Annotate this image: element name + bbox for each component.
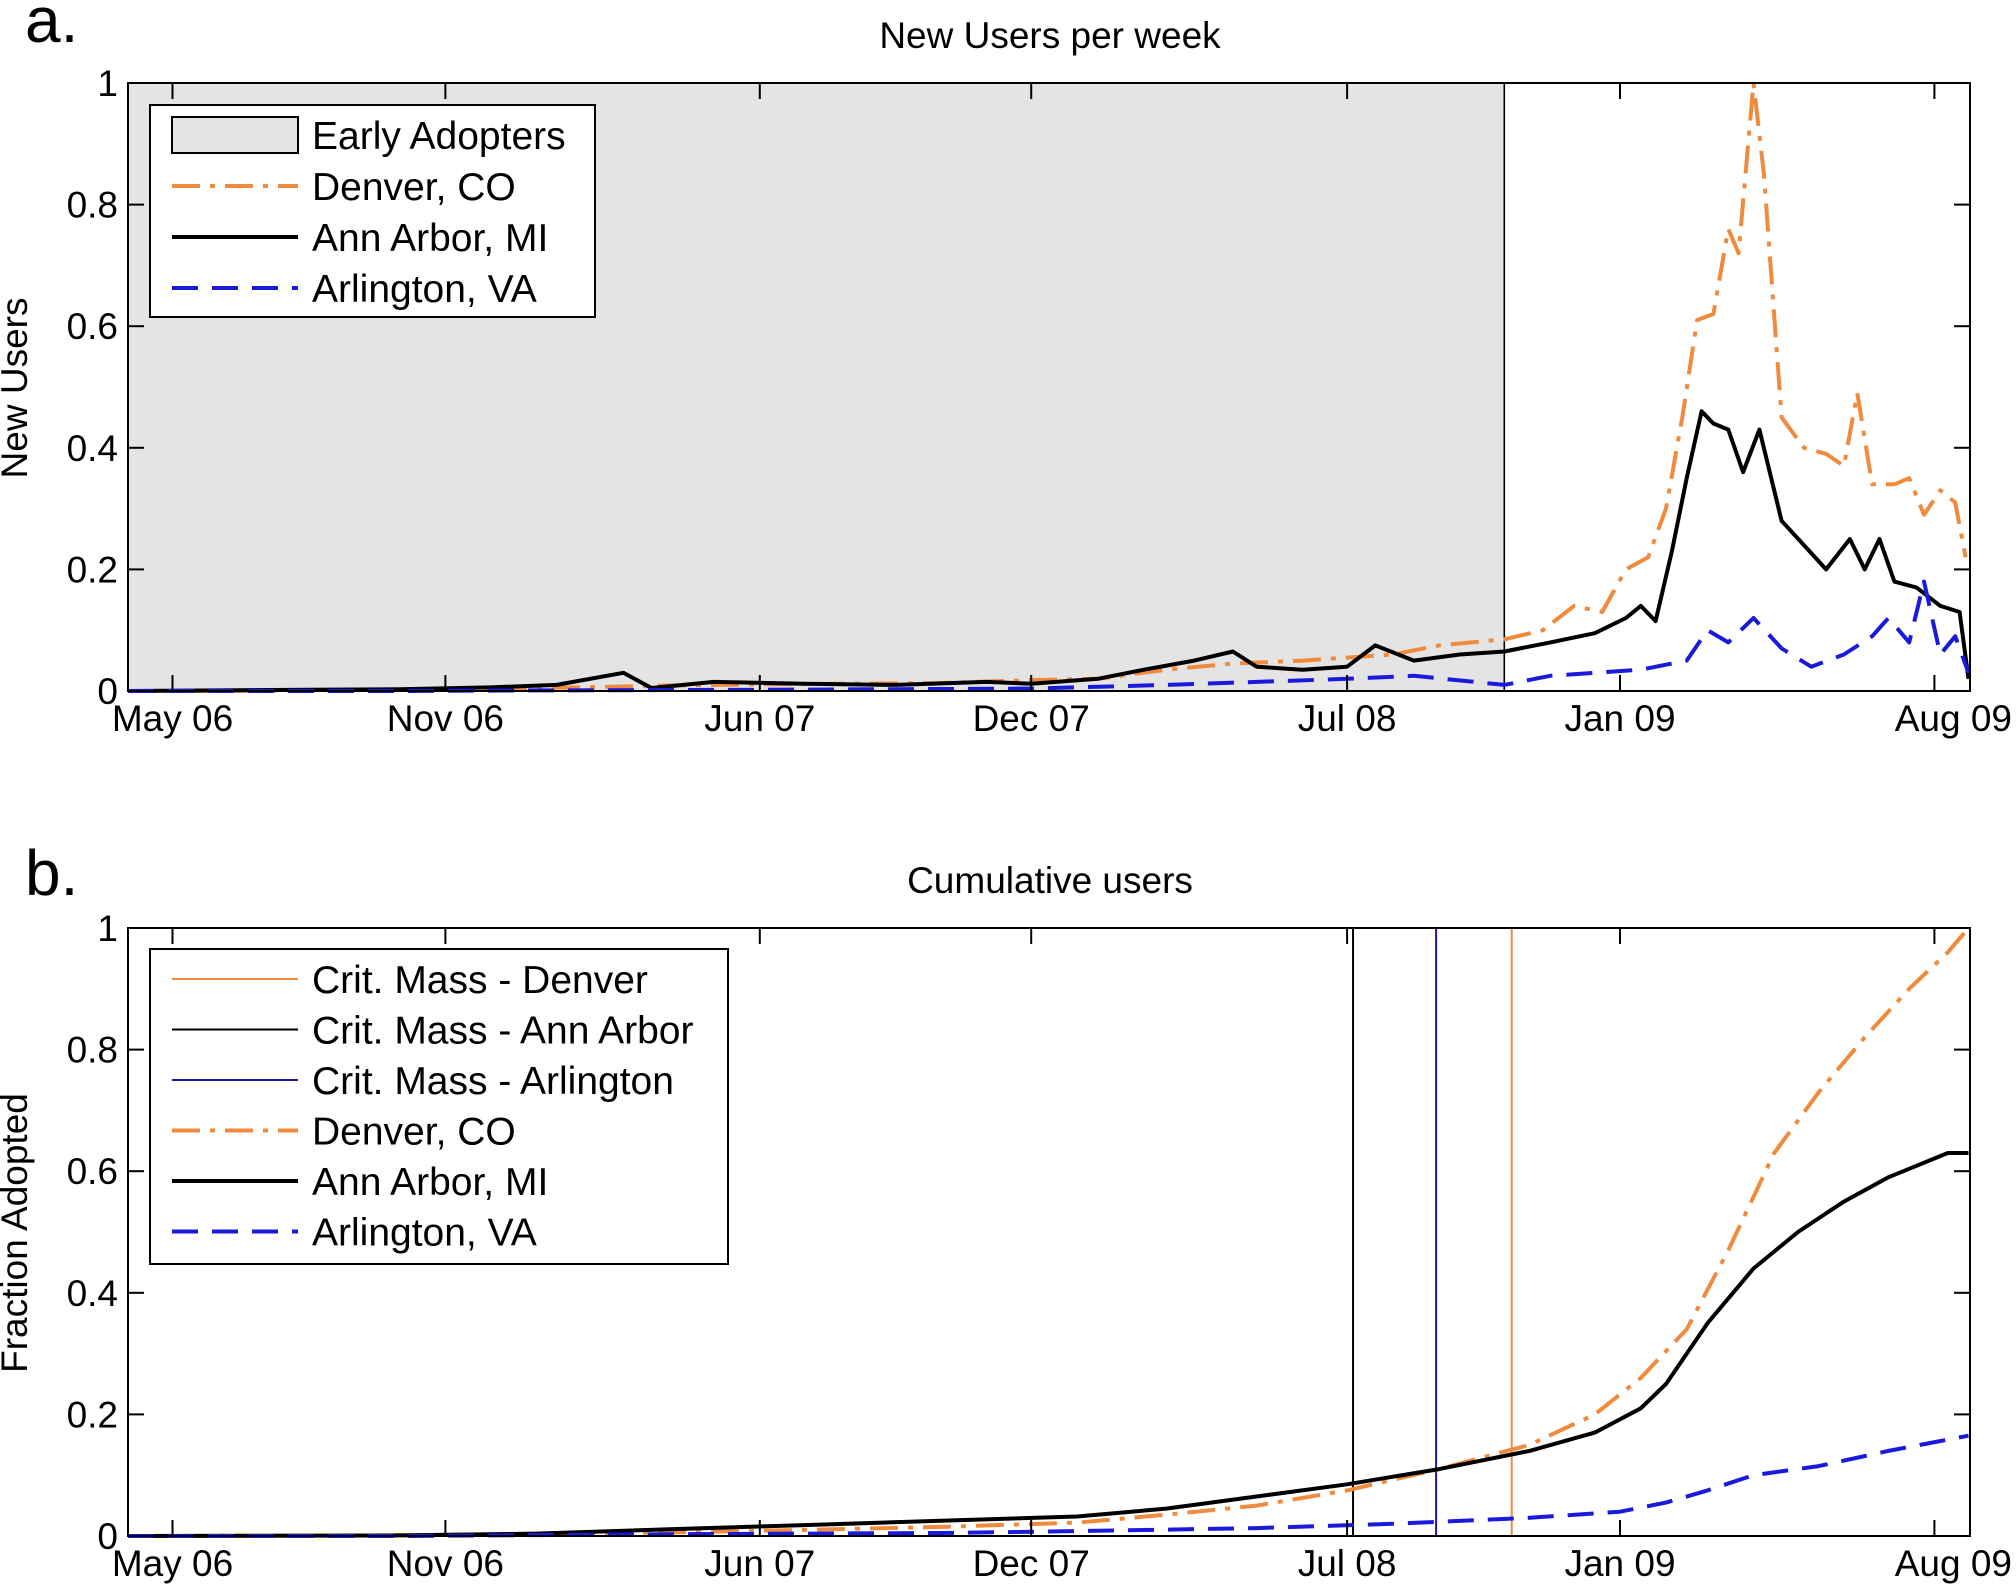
legend-item: Denver, CO — [172, 166, 516, 209]
x-tick-label: Aug 09 — [1895, 698, 2012, 739]
y-tick-label: 1 — [97, 908, 118, 949]
y-tick-label: 0.8 — [67, 185, 118, 226]
y-tick-label: 0.6 — [67, 306, 118, 347]
legend-item: Ann Arbor, MI — [172, 1161, 548, 1204]
series-line-ann-arbor-mi — [127, 409, 1971, 693]
panel-b-y-axis-label: Fraction Adopted — [0, 1093, 35, 1373]
legend-item: Arlington, VA — [172, 268, 537, 311]
legend-swatch-region — [171, 116, 299, 154]
series-line-arlington-va — [128, 1433, 1969, 1538]
series-line-arlington-va — [128, 579, 1971, 693]
legend-item: Crit. Mass - Arlington — [172, 1060, 674, 1103]
panel-b-label: b. — [25, 837, 78, 909]
y-tick-label: 0 — [97, 1516, 118, 1557]
x-tick-label: May 06 — [112, 698, 233, 739]
panel-a-series-layer — [127, 81, 1971, 693]
legend-item: Crit. Mass - Ann Arbor — [172, 1010, 693, 1053]
y-tick-label: 0 — [97, 671, 118, 712]
x-tick-label: Dec 07 — [973, 1543, 1090, 1584]
y-tick-label: 0.8 — [67, 1030, 118, 1071]
panel-b-title: Cumulative users — [907, 860, 1193, 901]
legend-label: Arlington, VA — [312, 268, 537, 311]
x-tick-label: May 06 — [112, 1543, 233, 1584]
panel-a-label: a. — [25, 0, 78, 56]
axes-frame — [127, 927, 1971, 1537]
legend-label: Arlington, VA — [312, 1212, 537, 1255]
panel-b-legend: Crit. Mass - Denver Crit. Mass - Ann Arbo… — [149, 948, 729, 1265]
panel-b: b. Cumulative users Fraction Adopted 0 0.… — [0, 837, 2012, 1584]
legend-item: Denver, CO — [172, 1111, 516, 1154]
legend-label: Crit. Mass - Ann Arbor — [312, 1010, 693, 1053]
panel-a-axes: 0 0.2 0.4 0.6 0.8 1 May 06 Nov 06 Jun 07 Dec 07 Ju… — [67, 63, 2012, 739]
panel-a-title: New Users per week — [879, 15, 1221, 56]
panel-b-vline-layer — [1352, 928, 1513, 1536]
y-tick-label: 1 — [97, 63, 118, 104]
panel-a-legend: Early Adopters Denver, CO Ann Arbor, MI Arl… — [149, 104, 596, 318]
y-tick-label: 0.4 — [67, 428, 118, 469]
panel-b-axes: 0 0.2 0.4 0.6 0.8 1 May 06 Nov 06 Jun 07 Dec 07 Ju… — [67, 908, 2012, 1584]
x-tick-label: Jun 07 — [704, 1543, 815, 1584]
legend-box — [149, 104, 596, 318]
y-tick-label: 0.6 — [67, 1151, 118, 1192]
legend-label: Denver, CO — [312, 166, 516, 209]
panel-a-y-axis-label: New Users — [0, 298, 35, 479]
legend-label: Crit. Mass - Denver — [312, 959, 648, 1002]
x-tick-label: Aug 09 — [1895, 1543, 2012, 1584]
series-line-denver-co — [127, 926, 1971, 1538]
x-tick-label: Jan 09 — [1564, 1543, 1675, 1584]
y-tick-label: 0.4 — [67, 1273, 118, 1314]
legend-item: Early Adopters — [171, 115, 566, 158]
x-tick-label: Jul 08 — [1298, 1543, 1397, 1584]
y-tick-label: 0.2 — [67, 549, 118, 590]
x-tick-label: Nov 06 — [387, 1543, 504, 1584]
y-tick-label: 0.2 — [67, 1394, 118, 1435]
legend-box — [149, 948, 729, 1265]
x-tick-label: Jan 09 — [1564, 698, 1675, 739]
legend-item: Arlington, VA — [172, 1212, 537, 1255]
panel-b-series-layer — [127, 926, 1971, 1538]
legend-label: Crit. Mass - Arlington — [312, 1060, 674, 1103]
legend-label: Denver, CO — [312, 1111, 516, 1154]
series-line-ann-arbor-mi — [127, 1151, 1969, 1538]
legend-label: Early Adopters — [312, 115, 566, 158]
legend-item: Crit. Mass - Denver — [172, 959, 648, 1002]
legend-label: Ann Arbor, MI — [312, 217, 548, 260]
x-tick-label: Jun 07 — [704, 698, 815, 739]
x-tick-label: Jul 08 — [1298, 698, 1397, 739]
legend-label: Ann Arbor, MI — [312, 1161, 548, 1204]
axes-frame — [127, 82, 1971, 692]
x-tick-label: Nov 06 — [387, 698, 504, 739]
x-tick-label: Dec 07 — [973, 698, 1090, 739]
panel-a: a. New Users per week New Users 00.20.40… — [0, 0, 2012, 739]
legend-item: Ann Arbor, MI — [172, 217, 548, 260]
